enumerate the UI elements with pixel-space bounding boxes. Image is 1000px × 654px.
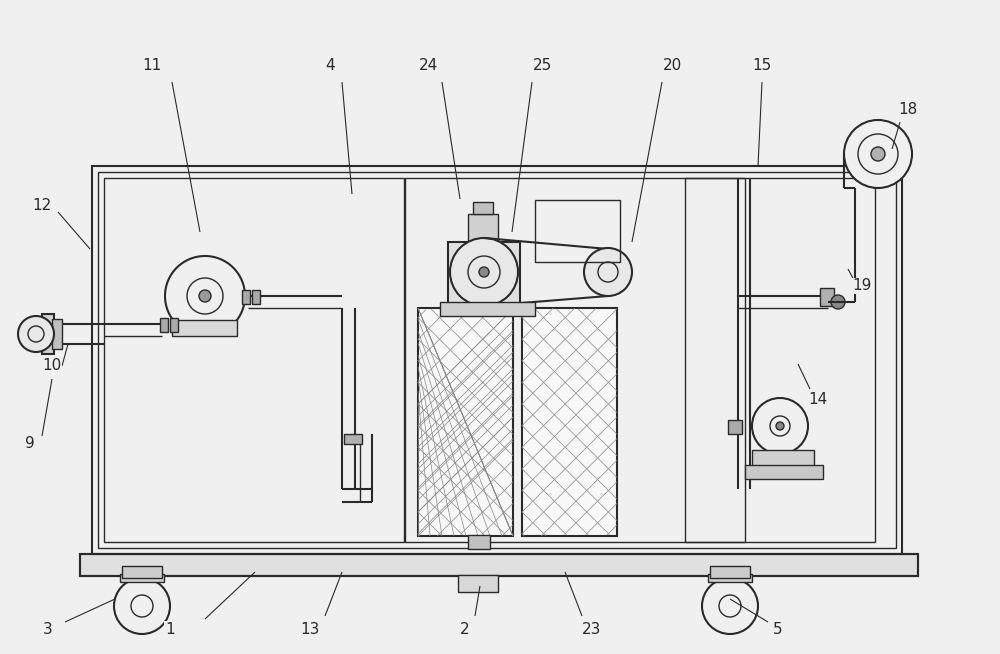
Text: 24: 24 (418, 58, 438, 73)
Circle shape (752, 398, 808, 454)
Circle shape (702, 578, 758, 634)
Bar (728, 420, 742, 434)
Text: 25: 25 (532, 58, 552, 73)
Text: 9: 9 (25, 436, 35, 451)
Bar (160, 318, 168, 332)
Bar (522, 308, 617, 536)
Text: 14: 14 (808, 392, 828, 407)
Circle shape (584, 248, 632, 296)
Text: 1: 1 (165, 621, 175, 636)
Circle shape (18, 316, 54, 352)
Bar (80, 554, 918, 576)
Text: 18: 18 (898, 101, 918, 116)
Bar (473, 202, 493, 214)
Text: 23: 23 (582, 621, 602, 636)
Bar (468, 214, 498, 242)
Text: 3: 3 (43, 621, 53, 636)
Bar (120, 574, 164, 582)
Circle shape (479, 267, 489, 277)
Text: 11: 11 (142, 58, 162, 73)
Bar (98, 172, 896, 548)
Bar (92, 166, 902, 554)
Text: 13: 13 (300, 621, 320, 636)
Bar (820, 288, 834, 306)
Bar (252, 290, 260, 304)
Circle shape (871, 147, 885, 161)
Bar (745, 465, 823, 479)
Bar (52, 319, 62, 349)
Circle shape (165, 256, 245, 336)
Text: 19: 19 (852, 279, 872, 294)
Bar (122, 566, 162, 578)
Bar (708, 574, 752, 582)
Bar (440, 302, 535, 316)
Bar (458, 575, 498, 592)
Bar (42, 314, 54, 354)
Circle shape (831, 295, 845, 309)
Text: 15: 15 (752, 58, 772, 73)
Bar (685, 178, 875, 542)
Circle shape (844, 120, 912, 188)
Text: 5: 5 (773, 621, 783, 636)
Text: 20: 20 (662, 58, 682, 73)
Bar (80, 554, 918, 576)
Text: 4: 4 (325, 58, 335, 73)
Circle shape (199, 290, 211, 302)
Bar (468, 535, 490, 549)
Bar (535, 200, 620, 262)
Bar (418, 308, 513, 536)
Circle shape (450, 238, 518, 306)
Text: 10: 10 (42, 358, 62, 373)
Bar (170, 318, 178, 332)
Circle shape (114, 578, 170, 634)
Bar (405, 178, 745, 542)
Text: 2: 2 (460, 621, 470, 636)
Bar (710, 566, 750, 578)
Bar (752, 450, 814, 466)
Circle shape (776, 422, 784, 430)
Bar (172, 320, 237, 336)
Text: 12: 12 (32, 199, 52, 213)
Bar (242, 290, 250, 304)
Bar (448, 242, 520, 304)
Bar (344, 434, 362, 444)
Bar (104, 178, 404, 542)
